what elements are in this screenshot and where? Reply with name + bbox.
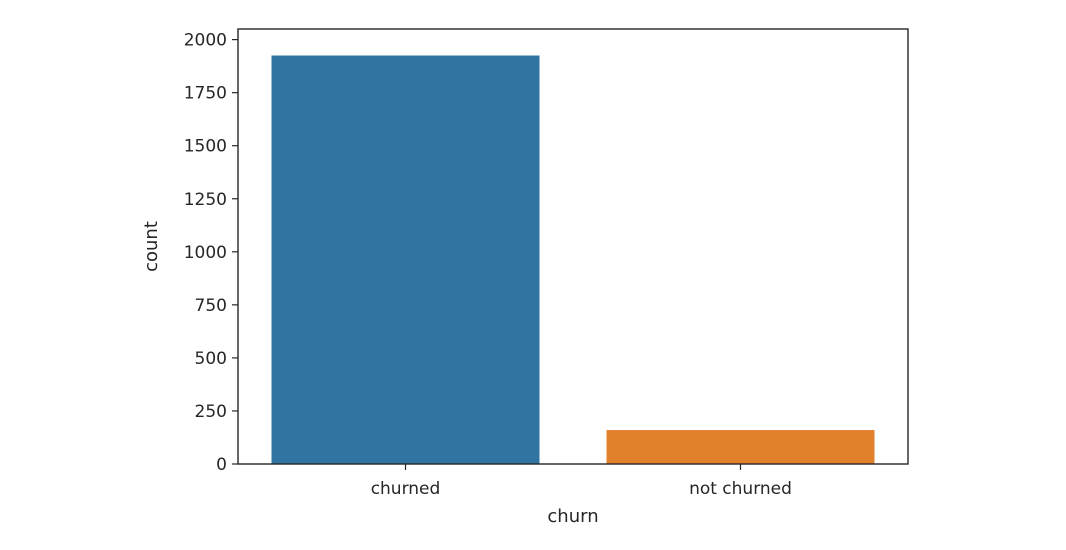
y-axis-title: count xyxy=(141,221,162,272)
y-tick-label: 500 xyxy=(195,349,227,369)
x-axis-ticks: churned not churned xyxy=(371,464,792,499)
bar-not-churned xyxy=(606,430,875,464)
y-tick-label: 750 xyxy=(195,296,227,316)
y-tick-label: 1000 xyxy=(184,243,227,263)
y-axis-ticks: 0 250 500 750 1000 1250 1500 1750 2000 xyxy=(184,31,238,475)
y-tick-label: 1750 xyxy=(184,84,227,104)
x-tick-label: churned xyxy=(371,479,441,499)
y-tick-label: 1500 xyxy=(184,137,227,157)
y-tick-label: 0 xyxy=(216,455,227,475)
y-tick-label: 250 xyxy=(195,402,227,422)
bars-layer xyxy=(271,55,875,465)
y-tick-label: 2000 xyxy=(184,31,227,51)
x-tick-label: not churned xyxy=(689,479,792,499)
x-axis-title: churn xyxy=(547,506,598,527)
plot-frame xyxy=(237,28,909,465)
bar-churned xyxy=(271,55,540,465)
y-tick-label: 1250 xyxy=(184,190,227,210)
